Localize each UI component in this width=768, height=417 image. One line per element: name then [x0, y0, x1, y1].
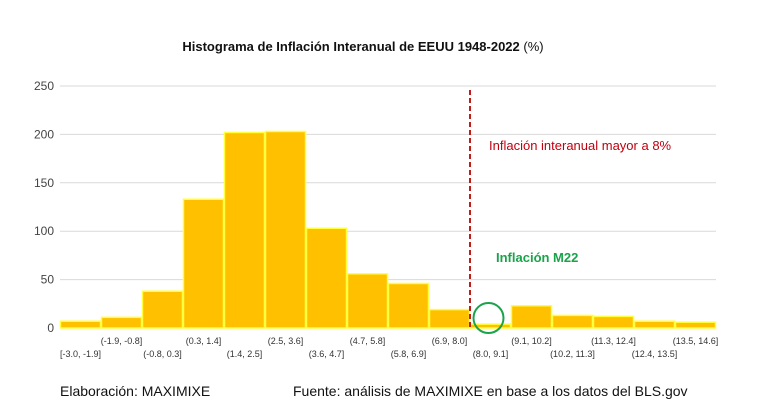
- x-tick-label: (5.8, 6.9]: [391, 349, 427, 359]
- x-tick-label: (1.4, 2.5]: [227, 349, 263, 359]
- x-axis: [-3.0, -1.9](-1.9, -0.8](-0.8, 0.3] (0.3,…: [60, 336, 718, 359]
- y-tick-label: 200: [34, 127, 54, 141]
- x-tick-label: (10.2, 11.3]: [550, 349, 595, 359]
- x-tick-label: (4.7, 5.8]: [350, 336, 386, 346]
- histogram-bar: [223, 131, 266, 329]
- histogram-bar: [264, 130, 307, 329]
- histogram-bar: [305, 227, 348, 329]
- histogram-bar: [59, 320, 102, 329]
- chart-title-unit: (%): [523, 39, 543, 54]
- y-tick-label: 100: [34, 224, 54, 238]
- y-tick-label: 0: [47, 321, 54, 335]
- histogram-bar: [633, 320, 676, 329]
- histogram-bar: [182, 198, 225, 329]
- x-tick-label: (3.6, 4.7]: [309, 349, 345, 359]
- x-tick-label: (13.5, 14.6]: [673, 336, 719, 346]
- annotations: Inflación interanual mayor a 8% Inflación…: [469, 90, 672, 334]
- y-tick-label: 250: [34, 79, 54, 93]
- histogram-bar: [100, 316, 143, 329]
- histogram-bar: [428, 308, 471, 329]
- x-tick-label: (-1.9, -0.8]: [101, 336, 143, 346]
- y-axis: 0 50 100 150 200 250: [34, 79, 54, 335]
- histogram-bar: [551, 314, 594, 329]
- x-tick-label: (12.4, 13.5]: [632, 349, 678, 359]
- x-tick-label: (2.5, 3.6]: [268, 336, 304, 346]
- x-tick-label: (6.9, 8.0]: [432, 336, 468, 346]
- x-tick-label: (9.1, 10.2]: [511, 336, 552, 346]
- histogram-bar: [141, 290, 184, 329]
- chart-title: Histograma de Inflación Interanual de EE…: [182, 39, 543, 54]
- highlight-circle: [472, 302, 505, 334]
- bars: [59, 130, 717, 329]
- x-tick-label: [-3.0, -1.9]: [60, 349, 101, 359]
- y-tick-label: 50: [41, 273, 55, 287]
- chart-title-text: Histograma de Inflación Interanual de EE…: [182, 39, 519, 54]
- highlight-label: Inflación M22: [496, 250, 578, 265]
- x-tick-label: (-0.8, 0.3]: [143, 349, 182, 359]
- histogram-bar: [387, 282, 430, 329]
- histogram-bar: [510, 304, 553, 329]
- x-tick-label: (0.3, 1.4]: [186, 336, 222, 346]
- footer-source: Fuente: análisis de MAXIMIXE en base a l…: [293, 383, 688, 399]
- x-tick-label: (8.0, 9.1]: [473, 349, 509, 359]
- threshold-label: Inflación interanual mayor a 8%: [489, 138, 672, 153]
- footer-credit: Elaboración: MAXIMIXE: [60, 383, 211, 399]
- histogram-bar: [592, 315, 635, 329]
- y-tick-label: 150: [34, 176, 54, 190]
- histogram-bar: [674, 321, 717, 329]
- x-tick-label: (11.3, 12.4]: [591, 336, 636, 346]
- histogram-bar: [346, 273, 389, 329]
